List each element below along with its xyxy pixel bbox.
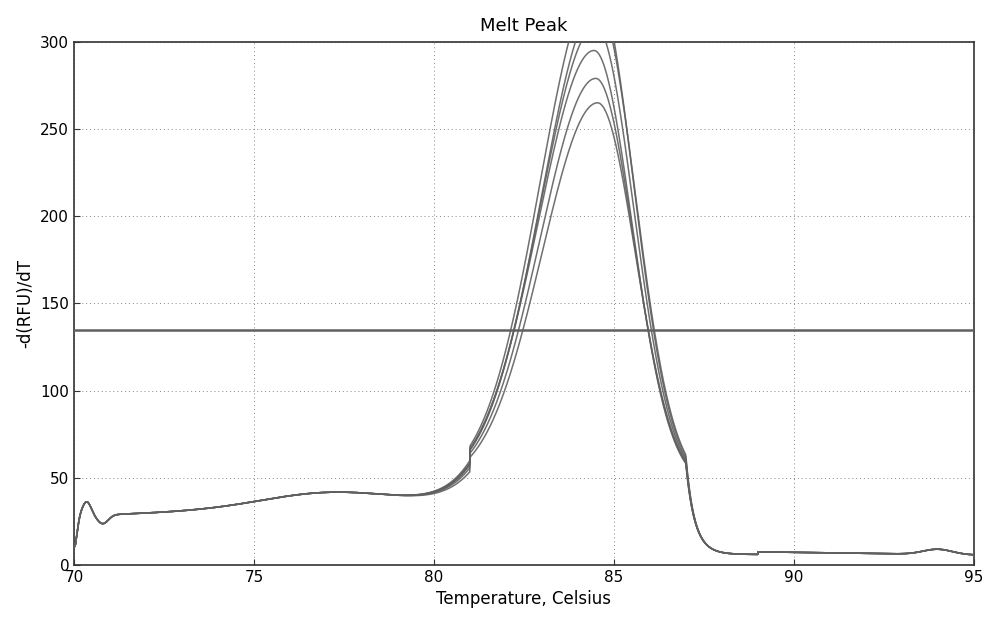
- Y-axis label: -d(RFU)/dT: -d(RFU)/dT: [17, 259, 35, 348]
- Title: Melt Peak: Melt Peak: [480, 17, 568, 34]
- X-axis label: Temperature, Celsius: Temperature, Celsius: [436, 591, 611, 608]
